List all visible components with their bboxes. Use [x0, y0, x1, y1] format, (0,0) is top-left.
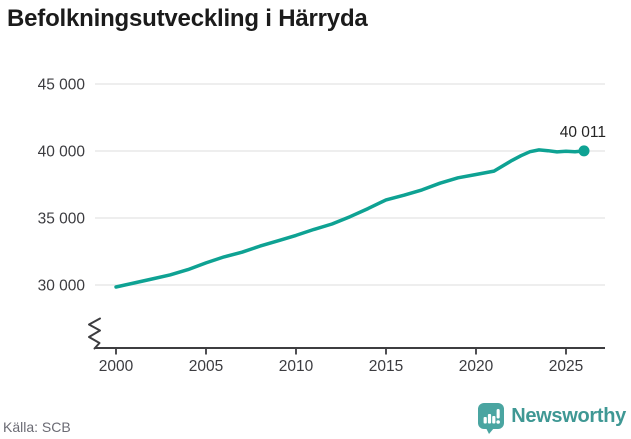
population-line-chart: 30 000 35 000 40 000 45 000 2000 2005 2010 2015…	[38, 77, 606, 376]
y-tick-label: 40 000	[38, 144, 86, 161]
end-point-marker	[578, 145, 590, 157]
y-tick-label: 45 000	[38, 77, 86, 94]
source-caption: Källa: SCB	[3, 419, 71, 435]
x-tick-label: 2015	[369, 358, 403, 375]
y-tick-label: 30 000	[38, 278, 86, 295]
x-tick-label: 2000	[99, 358, 134, 375]
x-tick-label: 2020	[459, 358, 494, 375]
axis-break-icon	[88, 317, 101, 350]
end-value-label: 40 011	[560, 124, 606, 141]
newsworthy-logo-icon	[478, 403, 505, 434]
y-tick-label: 35 000	[38, 211, 86, 228]
page-title: Befolkningsutveckling i Härryda	[7, 5, 368, 32]
brand-footer: Newsworthy	[478, 403, 626, 434]
x-tick-label: 2025	[549, 358, 583, 375]
x-tick-label: 2010	[279, 358, 314, 375]
population-line	[114, 148, 586, 289]
x-tick-label: 2005	[189, 358, 223, 375]
brand-wordmark: Newsworthy	[511, 405, 626, 427]
